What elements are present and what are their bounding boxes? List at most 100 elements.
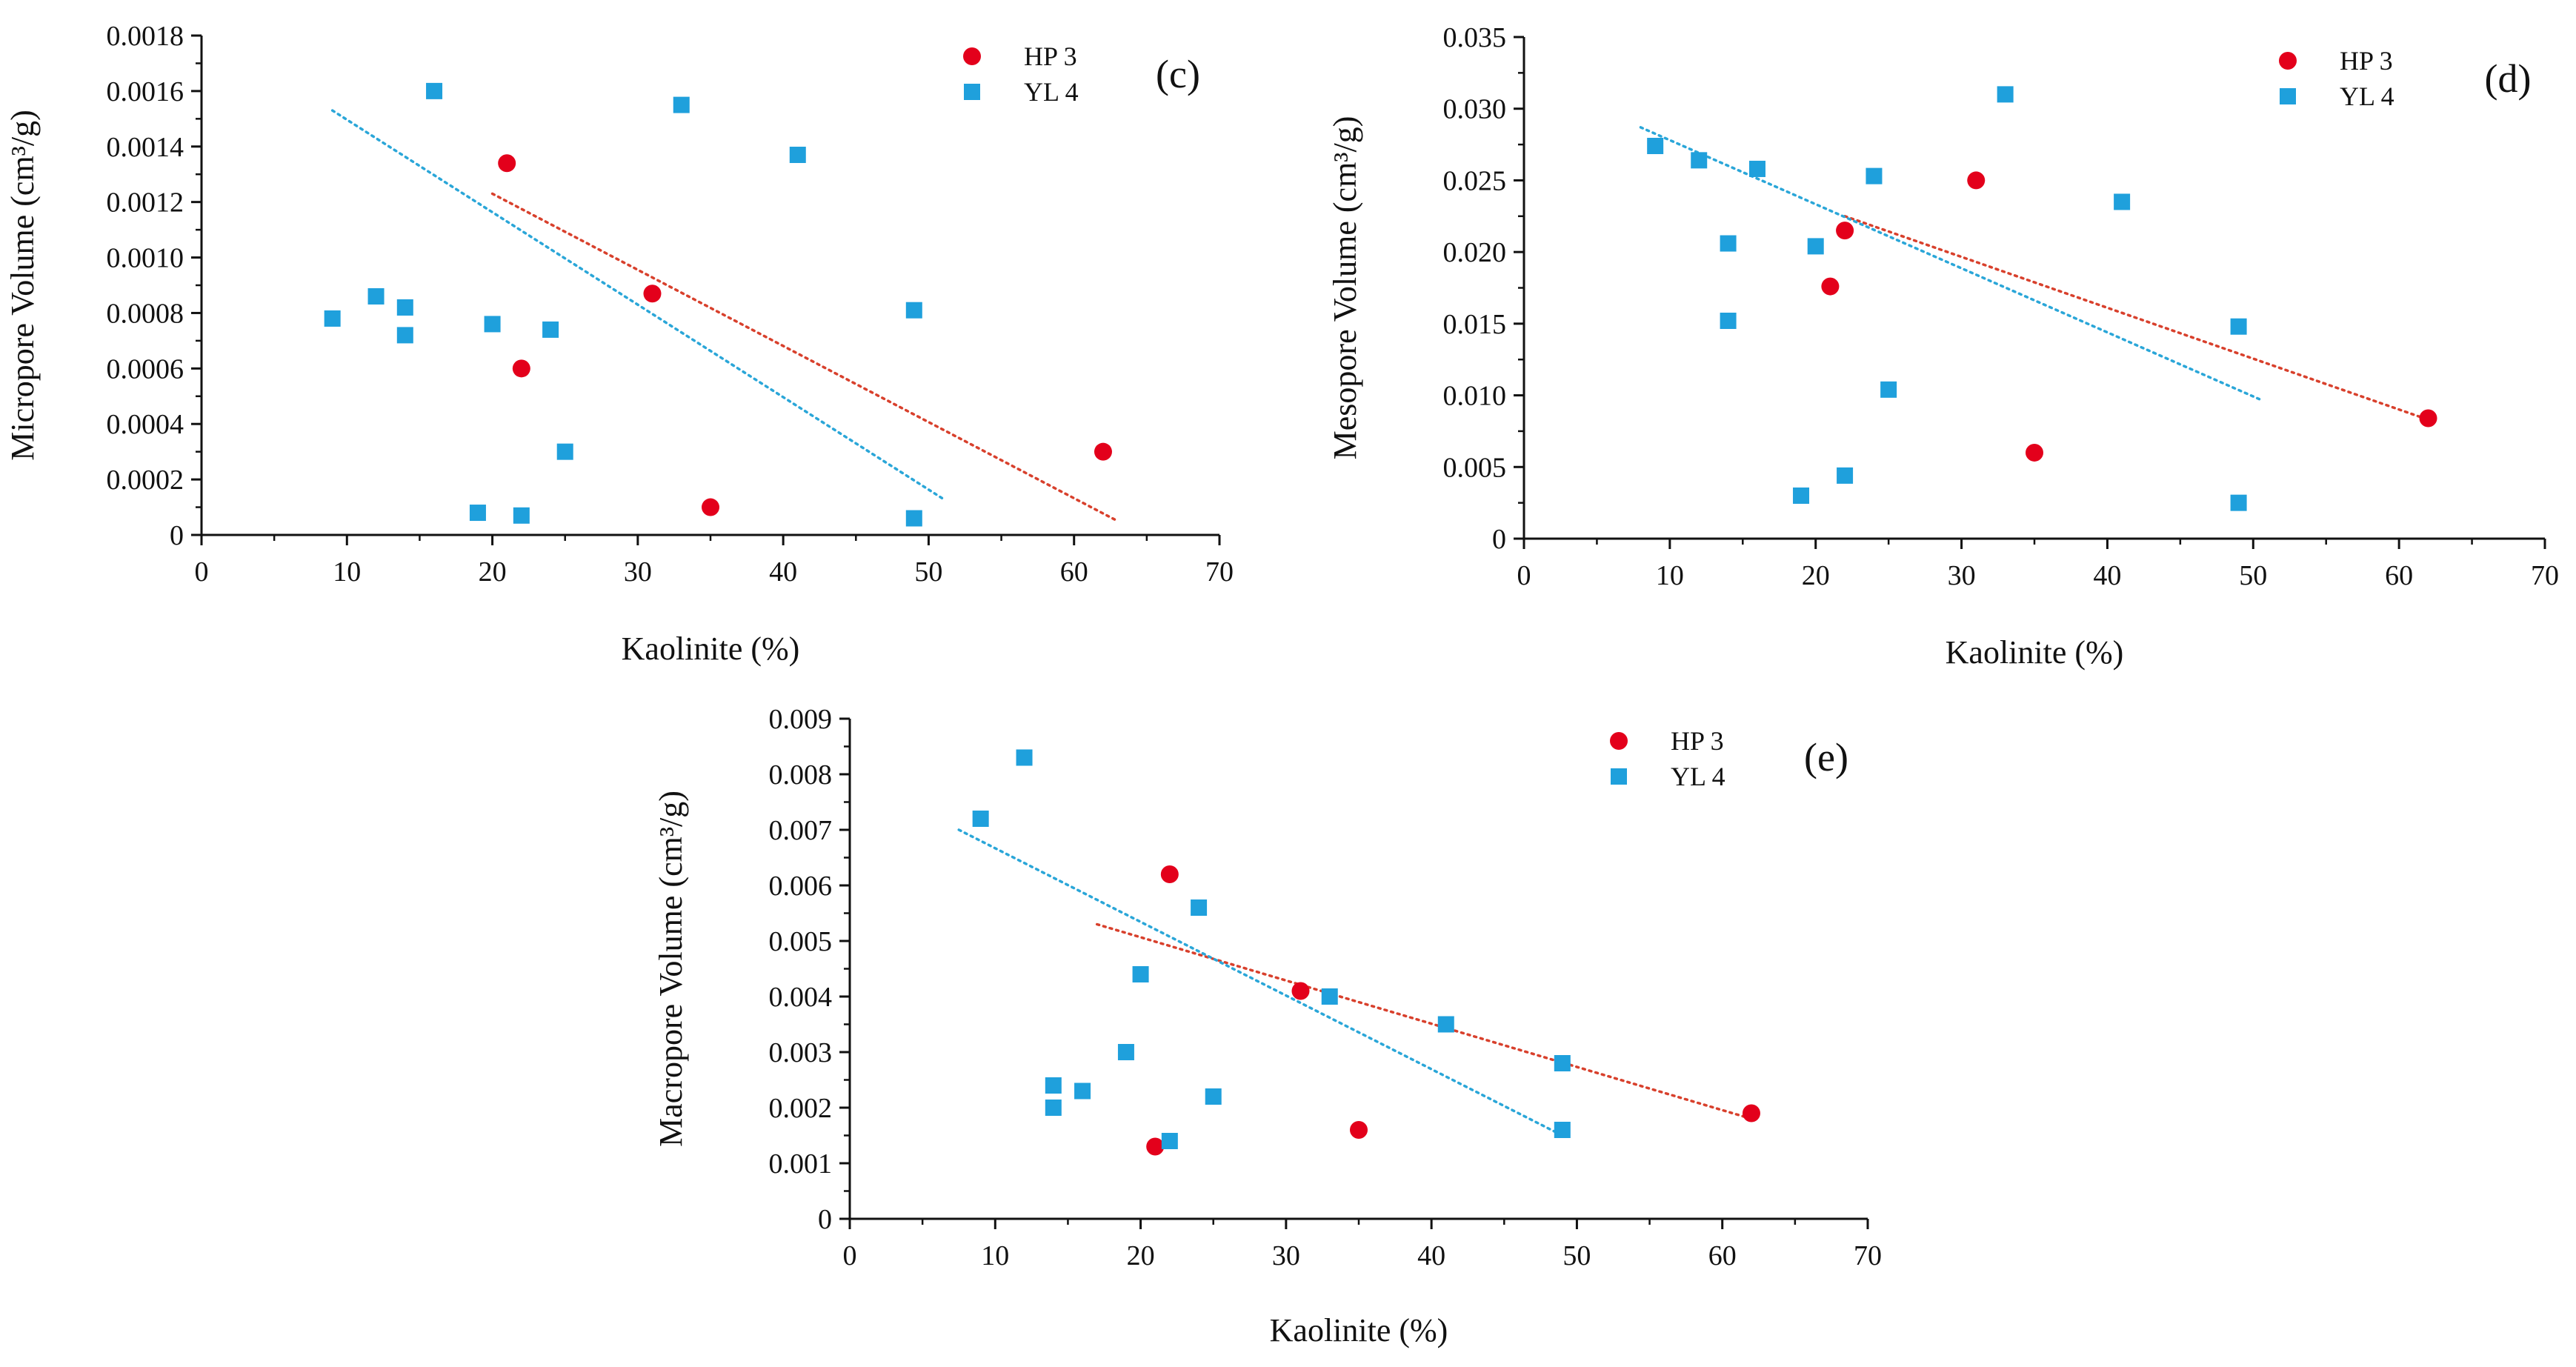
y-tick-label: 0.015 <box>1443 309 1507 340</box>
yl4-trend-line <box>330 109 945 501</box>
panel-label: (e) <box>1804 735 1848 779</box>
y-tick-label: 0 <box>170 520 184 551</box>
yl4-point <box>1132 966 1149 982</box>
yl4-point <box>1161 1133 1178 1149</box>
y-tick-label: 0.008 <box>769 759 833 791</box>
yl4-point <box>905 510 922 527</box>
yl4-point <box>1437 1016 1454 1033</box>
hp3-point <box>1821 277 1840 296</box>
yl4-point <box>1793 487 1810 504</box>
y-axis-title: Micropore Volume (cm³/g) <box>4 110 41 460</box>
hp3-point <box>512 359 530 378</box>
y-tick-label: 0.001 <box>769 1148 833 1180</box>
yl4-point <box>542 321 559 338</box>
y-tick-label: 0.009 <box>769 704 833 735</box>
y-tick-label: 0.0012 <box>107 187 184 219</box>
legend-hp3-marker <box>963 47 981 65</box>
legend-yl4-label: YL 4 <box>1671 762 1725 791</box>
chart-panel-2: 0 10 20 30 40 50 60 70 0 0.005 0.010 0.015 0.020 0.02… <box>1327 22 2559 671</box>
hp3-trend-line <box>490 192 1119 523</box>
x-tick-label: 10 <box>333 556 361 588</box>
y-tick-label: 0.0018 <box>107 21 184 52</box>
y-tick-label: 0.030 <box>1443 94 1507 125</box>
hp3-point <box>1967 171 1986 190</box>
legend-yl4-marker <box>964 84 980 100</box>
legend-yl4-marker <box>1611 768 1627 785</box>
y-tick-label: 0.002 <box>769 1093 833 1124</box>
y-axis-title: Mesopore Volume (cm³/g) <box>1327 116 1363 460</box>
x-tick-label: 40 <box>2093 560 2121 591</box>
panel-label: (d) <box>2485 56 2532 101</box>
yl4-point <box>1191 899 1208 916</box>
x-tick-label: 40 <box>1417 1240 1445 1271</box>
hp3-trend-line <box>1843 215 2430 422</box>
y-tick-label: 0.0010 <box>107 243 184 274</box>
yl4-point <box>1554 1122 1571 1138</box>
hp3-trend-line <box>1095 922 1753 1120</box>
legend-hp3-label: HP 3 <box>2340 46 2393 76</box>
yl4-point <box>513 507 530 524</box>
yl4-point <box>2114 193 2131 210</box>
y-tick-label: 0.003 <box>769 1037 833 1068</box>
x-tick-label: 30 <box>1272 1240 1300 1271</box>
x-tick-label: 30 <box>1948 560 1976 591</box>
x-axis-title: Kaolinite (%) <box>1946 634 2124 671</box>
y-tick-label: 0.025 <box>1443 165 1507 196</box>
hp3-point <box>1146 1137 1165 1156</box>
hp3-point <box>643 285 662 303</box>
x-tick-label: 50 <box>914 556 942 588</box>
y-tick-label: 0.005 <box>769 926 833 957</box>
hp3-point <box>1836 222 1854 240</box>
x-tick-label: 30 <box>624 556 652 588</box>
y-tick-label: 0.0016 <box>107 76 184 107</box>
yl4-point <box>1720 312 1737 329</box>
yl4-point <box>1045 1077 1062 1094</box>
x-tick-label: 20 <box>1802 560 1830 591</box>
hp3-point <box>1291 982 1310 1000</box>
yl4-point <box>1837 467 1854 484</box>
yl4-point <box>1866 167 1883 184</box>
x-tick-label: 10 <box>981 1240 1009 1271</box>
yl4-point <box>1691 152 1708 169</box>
x-tick-label: 0 <box>195 556 209 588</box>
x-tick-label: 50 <box>1562 1240 1591 1271</box>
yl4-trend-line <box>957 828 1564 1137</box>
hp3-point <box>498 154 516 173</box>
y-tick-label: 0.0004 <box>107 409 184 440</box>
x-tick-label: 0 <box>1517 560 1531 591</box>
yl4-point <box>396 299 413 316</box>
yl4-point <box>469 505 486 522</box>
x-tick-label: 0 <box>843 1240 857 1271</box>
x-tick-label: 40 <box>769 556 797 588</box>
y-tick-label: 0.006 <box>769 871 833 902</box>
x-tick-label: 60 <box>2385 560 2413 591</box>
yl4-point <box>1117 1044 1134 1060</box>
y-tick-label: 0.0006 <box>107 353 184 385</box>
yl4-point <box>1720 235 1737 252</box>
panel-label: (c) <box>1156 52 1200 96</box>
x-tick-label: 20 <box>479 556 507 588</box>
yl4-point <box>1748 160 1765 177</box>
hp3-point <box>2026 443 2043 462</box>
hp3-point <box>2419 409 2437 428</box>
x-tick-label: 50 <box>2239 560 2267 591</box>
x-tick-label: 70 <box>1854 1240 1882 1271</box>
y-tick-label: 0.0008 <box>107 298 184 329</box>
x-tick-label: 60 <box>1708 1240 1737 1271</box>
yl4-point <box>2230 494 2247 511</box>
yl4-point <box>1205 1088 1222 1105</box>
y-tick-label: 0.005 <box>1443 452 1507 483</box>
x-tick-label: 70 <box>2531 560 2559 591</box>
hp3-point <box>1742 1104 1760 1122</box>
y-tick-label: 0.0014 <box>107 132 184 163</box>
hp3-point <box>702 498 719 516</box>
hp3-point <box>1350 1121 1368 1139</box>
legend-hp3-label: HP 3 <box>1024 41 1077 71</box>
yl4-point <box>673 96 690 113</box>
yl4-point <box>1321 988 1338 1005</box>
yl4-point <box>1074 1082 1091 1100</box>
chart-panel-3: 0 10 20 30 40 50 60 70 0 0.001 0.002 0.003 0.004 0.00… <box>653 704 1882 1348</box>
chart-panel-1: 0 10 20 30 40 50 60 70 0 0.0002 0.0004 0.0006 0.0008… <box>4 21 1234 667</box>
x-axis-title: Kaolinite (%) <box>622 631 800 667</box>
